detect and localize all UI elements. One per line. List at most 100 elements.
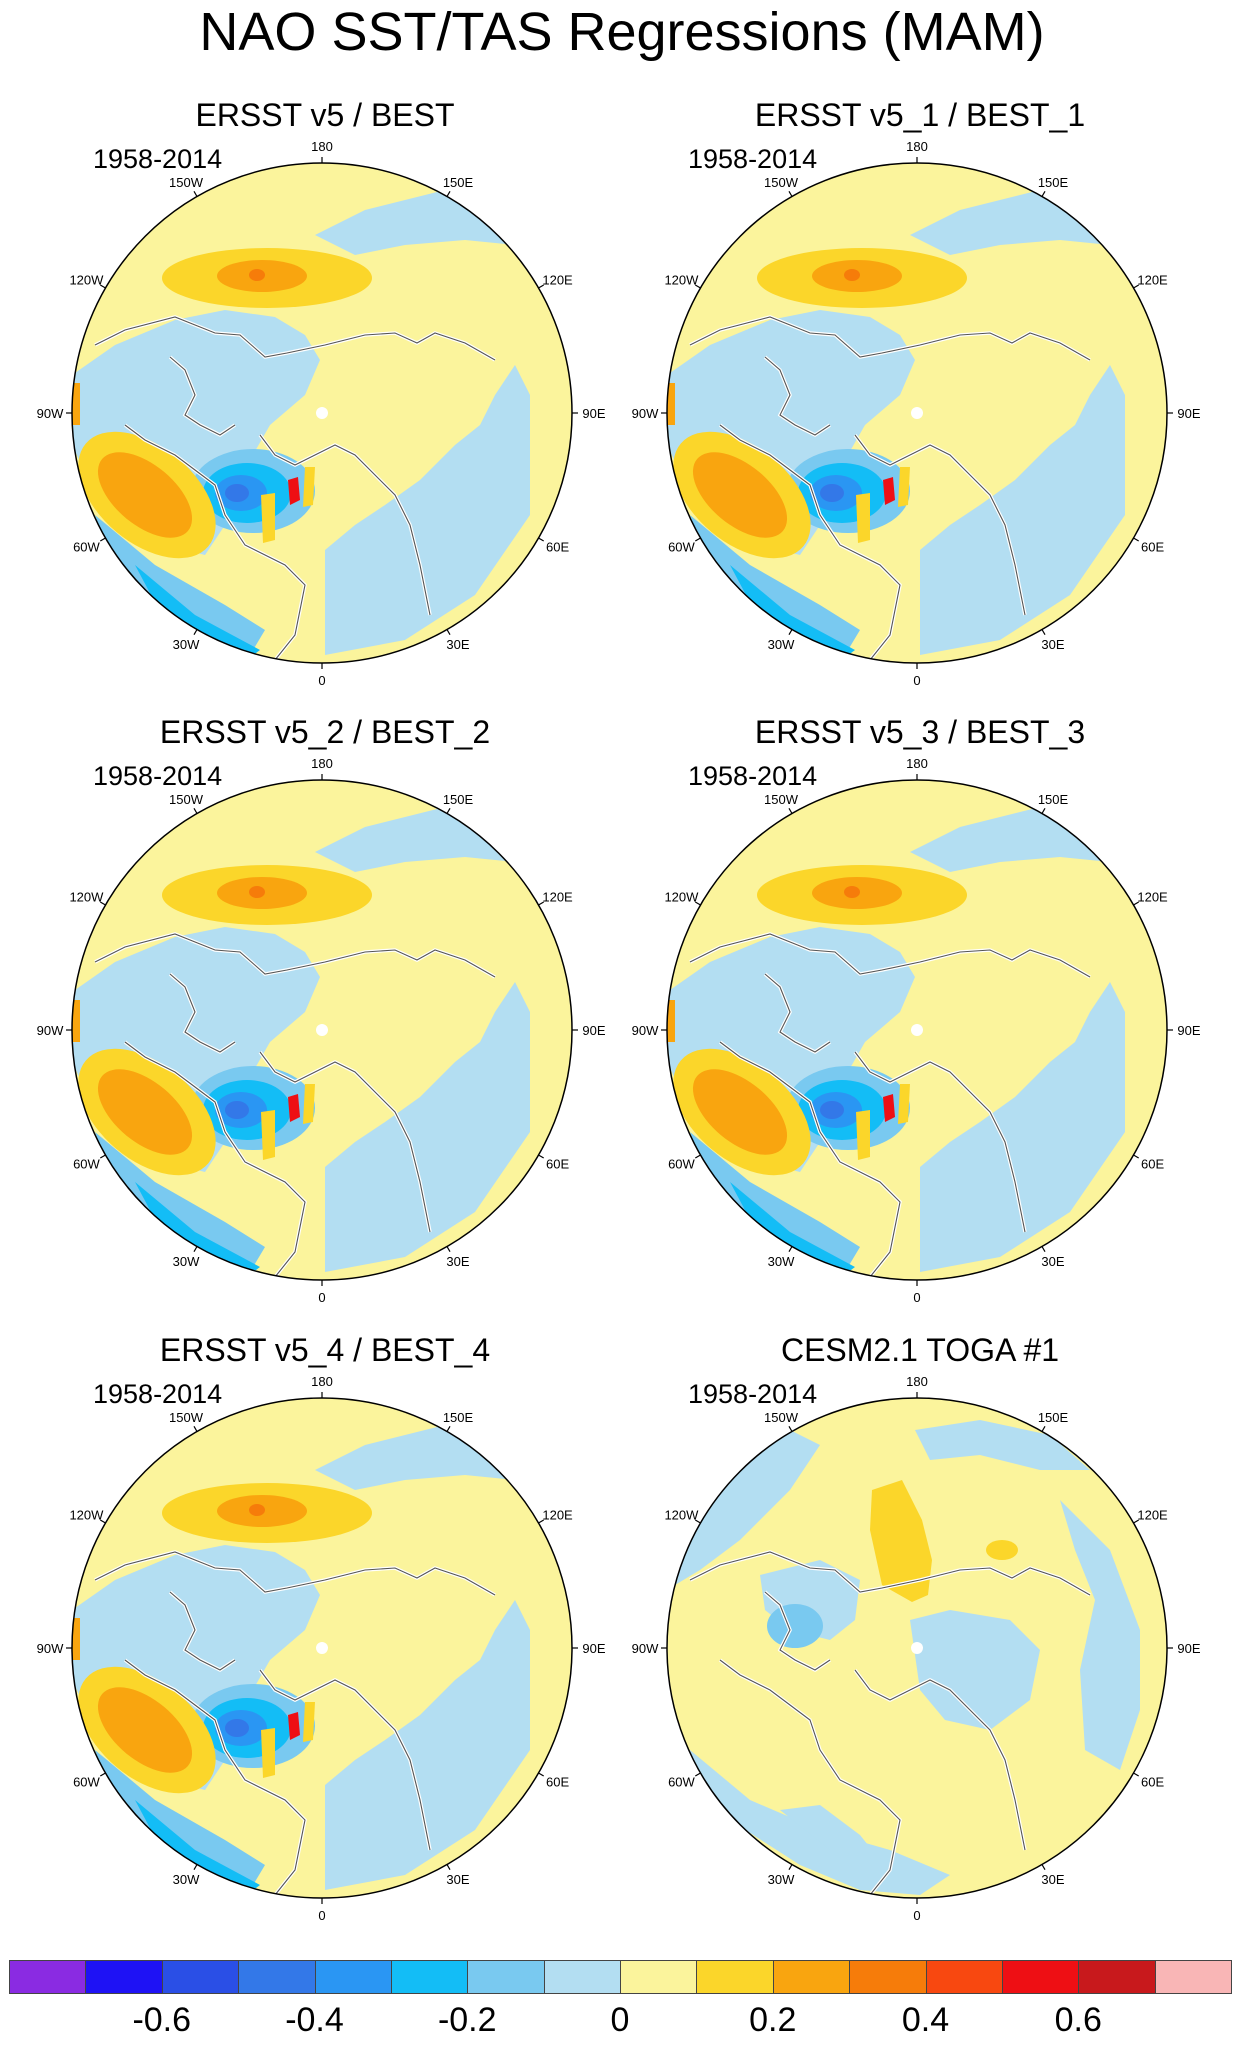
colorbar-swatch	[1078, 1960, 1156, 1994]
anomaly-negative-region	[910, 1610, 1040, 1730]
longitude-tick	[694, 1154, 701, 1159]
longitude-label: 60E	[546, 540, 569, 555]
longitude-tick	[694, 1772, 701, 1777]
longitude-label: 60E	[1141, 1157, 1164, 1172]
longitude-label: 150E	[1038, 175, 1069, 190]
anomaly-negative-region	[920, 982, 1125, 1272]
longitude-label: 90W	[37, 1023, 64, 1038]
longitude-tick	[193, 1425, 198, 1432]
coastline	[124, 1041, 306, 1278]
anomaly-positive-region	[288, 1712, 300, 1740]
longitude-tick	[1133, 1772, 1140, 1777]
longitude-tick	[788, 1246, 793, 1253]
colorbar-swatch	[467, 1960, 545, 1994]
longitude-label: 0	[913, 1908, 920, 1923]
longitude-label: 30E	[1041, 1254, 1064, 1269]
colorbar-swatch	[1154, 1960, 1232, 1994]
anomaly-positive-region	[898, 1084, 910, 1124]
anomaly-negative-region	[135, 565, 260, 663]
coastline	[689, 1551, 1091, 1596]
longitude-label: 60E	[546, 1775, 569, 1790]
longitude-label: 150W	[764, 175, 799, 190]
colorbar-swatch	[161, 1960, 240, 1994]
longitude-tick	[193, 807, 198, 814]
colorbar-swatch	[543, 1960, 621, 1994]
anomaly-negative-region	[325, 1600, 530, 1890]
anomaly-positive-region	[667, 383, 675, 425]
pole-marker	[911, 1024, 923, 1036]
longitude-label: 30E	[1041, 637, 1064, 652]
colorbar-swatch	[696, 1960, 774, 1994]
colorbar-tick-label: 0	[610, 2001, 630, 2039]
longitude-label: 30W	[768, 1872, 795, 1887]
anomaly-positive-region	[261, 1728, 275, 1778]
longitude-label: 0	[318, 1290, 325, 1305]
polar-map: 180 150E 120E 90E 60E 30E 0 30W 60W 90W 120W 150W	[632, 139, 1201, 688]
anomaly-positive-region	[288, 1094, 300, 1122]
longitude-label: 90E	[1177, 1641, 1200, 1656]
anomaly-negative-region	[767, 1604, 823, 1648]
longitude-label: 150E	[443, 792, 474, 807]
longitude-tick	[99, 1154, 106, 1159]
longitude-tick	[446, 629, 451, 636]
longitude-tick	[538, 901, 545, 906]
coastline	[854, 1051, 1026, 1233]
longitude-label: 30E	[446, 1254, 469, 1269]
anomaly-positive-region	[870, 1480, 932, 1602]
polar-map: 180 150E 120E 90E 60E 30E 0 30W 60W 90W 120W 150W	[632, 756, 1201, 1305]
anomaly-negative-region	[95, 515, 265, 655]
anomaly-field	[667, 163, 1167, 663]
pole-marker	[316, 1642, 328, 1654]
anomaly-negative-region	[325, 982, 530, 1272]
colorbar: -0.6 -0.4 -0.2 0 0.2 0.4 0.6	[9, 1960, 1232, 2039]
longitude-label: 120E	[542, 273, 573, 288]
colorbar-tick-label: 0.2	[749, 2001, 797, 2039]
longitude-label: 180	[906, 139, 928, 154]
coastline	[764, 1591, 831, 1671]
longitude-tick	[1133, 1519, 1140, 1524]
longitude-tick	[1041, 1864, 1046, 1871]
longitude-label: 30W	[173, 1872, 200, 1887]
panel-period: 1958-2014	[93, 1379, 223, 1409]
longitude-tick	[788, 807, 793, 814]
anomaly-negative-region	[135, 1800, 260, 1898]
longitude-label: 180	[311, 756, 333, 771]
colorbar-tick-label: -0.6	[132, 2001, 192, 2039]
coastline	[169, 973, 236, 1053]
anomaly-positive-region	[638, 1544, 654, 1588]
longitude-label: 60W	[668, 1775, 695, 1790]
anomaly-positive-region	[303, 1702, 315, 1742]
longitude-tick	[193, 1864, 198, 1871]
anomaly-negative-region	[730, 565, 855, 663]
colorbar-swatch	[85, 1960, 163, 1994]
coastline	[689, 316, 1091, 361]
colorbar-swatch	[9, 1960, 87, 1994]
colorbar-tick-label: 0.6	[1054, 2001, 1102, 2039]
longitude-label: 120W	[664, 890, 699, 905]
longitude-tick	[788, 629, 793, 636]
longitude-tick	[99, 901, 106, 906]
anomaly-positive-region	[883, 1094, 895, 1122]
anomaly-positive-region	[97, 1687, 193, 1773]
anomaly-positive-region	[667, 1000, 675, 1042]
anomaly-positive-region	[303, 1084, 315, 1124]
longitude-label: 60E	[1141, 1775, 1164, 1790]
longitude-tick	[538, 1519, 545, 1524]
panel-period: 1958-2014	[688, 761, 818, 791]
coastline	[169, 356, 236, 436]
map-panel-5: ERSST v5_4 / BEST_4 1958-2014 180 150E 120…	[25, 1330, 625, 1940]
longitude-label: 60E	[546, 1157, 569, 1172]
longitude-tick	[694, 537, 701, 542]
figure-title: NAO SST/TAS Regressions (MAM)	[199, 2, 1045, 62]
longitude-label: 120W	[69, 890, 104, 905]
longitude-label: 0	[318, 1908, 325, 1923]
anomaly-negative-region	[1060, 1500, 1140, 1770]
anomaly-negative-region	[225, 1101, 249, 1119]
panel-period: 1958-2014	[93, 761, 223, 791]
colorbar-swatch	[1001, 1960, 1080, 1994]
anomaly-negative-region	[820, 1101, 844, 1119]
anomaly-positive-region	[856, 493, 870, 543]
colorbar-tick-label: 0.4	[901, 2001, 950, 2039]
anomaly-negative-region	[95, 1132, 265, 1272]
coastline	[124, 1659, 306, 1896]
